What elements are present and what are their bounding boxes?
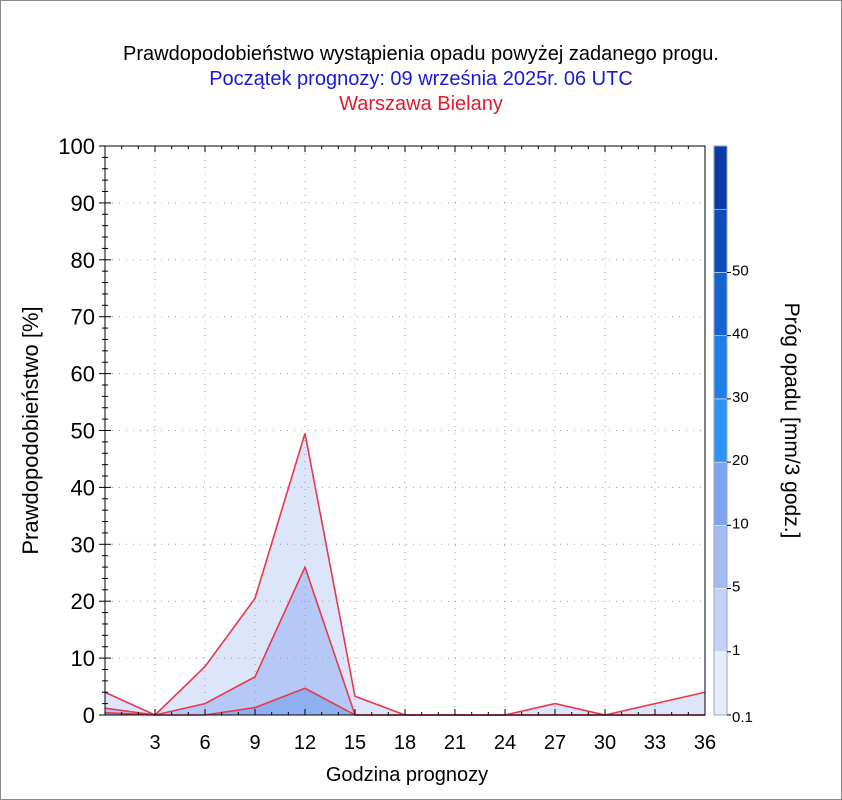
colorbar-segment [713, 398, 728, 463]
y-tick-label: 90 [71, 191, 95, 216]
y-tick-label: 80 [71, 248, 95, 273]
y-tick-label: 20 [71, 589, 95, 614]
colorbar-segment [713, 651, 728, 716]
x-tick-label: 27 [544, 732, 566, 754]
x-tick-label: 21 [444, 732, 466, 754]
colorbar-tick-label: 5 [732, 579, 740, 596]
x-tick-label: 3 [149, 732, 160, 754]
area-threshold-0_1 [105, 433, 705, 715]
y-tick-label: 70 [71, 305, 95, 330]
colorbar-segment [713, 525, 728, 589]
colorbar-tick-label: 10 [732, 515, 749, 532]
x-axis-label: Godzina prognozy [326, 764, 488, 786]
colorbar-tick-label: 50 [732, 262, 749, 279]
y-tick-label: 10 [71, 646, 95, 671]
y-tick-label: 40 [71, 475, 95, 500]
y-tick-label: 60 [71, 362, 95, 387]
colorbar-segment [713, 335, 728, 400]
colorbar-frame [713, 145, 728, 716]
colorbar-tick-label: 1 [732, 642, 740, 659]
colorbar-tick-label: 40 [732, 326, 749, 343]
forecast-start-subtitle: Początek prognozy: 09 września 2025r. 06… [209, 68, 633, 90]
colorbar-segment [713, 588, 728, 653]
x-tick-label: 30 [594, 732, 616, 754]
x-tick-label: 24 [494, 732, 516, 754]
x-tick-label: 33 [644, 732, 666, 754]
colorbar-label: Próg opadu [mm/3 godz.] [780, 303, 803, 539]
x-tick-label: 18 [394, 732, 416, 754]
x-tick-label: 12 [294, 732, 316, 754]
colorbar-tick-label: 30 [732, 389, 749, 406]
colorbar-tick-label: 0.1 [732, 709, 753, 726]
station-name: Warszawa Bielany [339, 93, 503, 115]
x-tick-label: 6 [199, 732, 210, 754]
plot-area [105, 146, 705, 715]
x-tick-label: 9 [249, 732, 260, 754]
colorbar-tick-label: 20 [732, 452, 749, 469]
x-tick-label: 36 [694, 732, 716, 754]
y-tick-label: 30 [71, 532, 95, 557]
y-tick-label: 0 [83, 703, 95, 728]
colorbar-segment [713, 145, 728, 210]
chart-title: Prawdopodobieństwo wystąpienia opadu pow… [123, 43, 719, 65]
y-tick-label: 100 [58, 134, 95, 159]
colorbar-segment [713, 272, 728, 336]
x-tick-label: 15 [344, 732, 366, 754]
colorbar-segment [713, 208, 728, 273]
y-axis-label: Prawdopodobieństwo [%] [18, 306, 43, 554]
colorbar-segment [713, 461, 728, 526]
y-tick-label: 50 [71, 419, 95, 444]
